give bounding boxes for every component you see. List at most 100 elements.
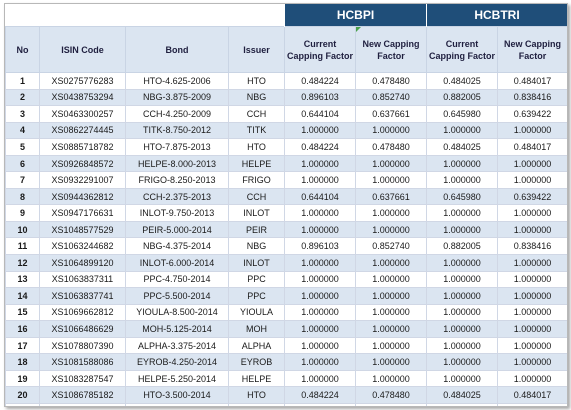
cell-hcbtri-current-factor: 1.000000 <box>426 303 498 322</box>
cell-hcbpi-new-factor: 0.637661 <box>355 187 427 206</box>
table-row: 20 XS1086785182 HTO-3.500-2014 HTO 0.484224 0… <box>5 386 567 404</box>
cell-bond: HTO-7.875-2013 <box>125 138 229 156</box>
cell-hcbpi-new-factor: 0.478480 <box>355 386 427 404</box>
cell-no: 15 <box>5 303 40 322</box>
cell-isin-code: XS1063244682 <box>39 237 126 256</box>
cell-hcbtri-current-factor: 1.000000 <box>426 287 498 305</box>
cell-hcbpi-new-factor: 1.000000 <box>355 369 427 388</box>
cell-hcbpi-new-factor: 0.478480 <box>355 72 427 90</box>
cell-issuer: PEIR <box>228 220 285 239</box>
cell-isin-code: XS1063837741 <box>39 287 126 305</box>
col-header-issuer: Issuer <box>228 26 285 73</box>
cell-bond: INLOT-9.750-2013 <box>125 204 229 222</box>
cell-hcbtri-current-factor: 0.484025 <box>426 72 498 90</box>
cell-bond: PPC-5.500-2014 <box>125 287 229 305</box>
cell-hcbpi-new-factor: 1.000000 <box>355 204 427 222</box>
cell-no: 1 <box>5 72 40 90</box>
cell-hcbtri-current-factor: 0.882005 <box>426 237 498 256</box>
cell-hcbpi-current-factor: 0.644104 <box>284 105 356 123</box>
cell-issuer: HTO <box>228 72 285 90</box>
cell-hcbpi-current-factor: 1.000000 <box>284 402 356 406</box>
comment-indicator-icon <box>356 27 361 32</box>
cell-no: 18 <box>5 353 40 371</box>
cell-hcbpi-current-factor: 1.000000 <box>284 154 356 173</box>
cell-bond: TITK-4.250-2014 <box>125 402 229 406</box>
cell-no: 19 <box>5 369 40 388</box>
cell-hcbpi-current-factor: 1.000000 <box>284 353 356 371</box>
cell-issuer: HELPE <box>228 154 285 173</box>
cell-isin-code: XS1066486629 <box>39 320 126 338</box>
cell-hcbpi-current-factor: 1.000000 <box>284 336 356 355</box>
cell-bond: ALPHA-3.375-2014 <box>125 336 229 355</box>
cell-hcbtri-new-factor: 0.838416 <box>496 237 567 256</box>
cell-hcbpi-new-factor: 1.000000 <box>355 121 427 140</box>
cell-no: 16 <box>5 320 40 338</box>
column-header-label: New Capping Factor <box>362 38 420 61</box>
cell-no: 6 <box>5 154 40 173</box>
cell-issuer: INLOT <box>228 204 285 222</box>
cell-hcbtri-new-factor: 1.000000 <box>496 369 567 388</box>
table-row: 6 XS0926848572 HELPE-8.000-2013 HELPE 1.0000… <box>5 154 567 173</box>
cell-issuer: INLOT <box>228 254 285 272</box>
cell-hcbtri-new-factor: 1.000000 <box>496 121 567 140</box>
cell-hcbpi-current-factor: 1.000000 <box>284 121 356 140</box>
cell-bond: MOH-5.125-2014 <box>125 320 229 338</box>
cell-bond: EYROB-4.250-2014 <box>125 353 229 371</box>
table-row: 9 XS0947176631 INLOT-9.750-2013 INLOT 1.0000… <box>5 204 567 222</box>
cell-issuer: EYROB <box>228 353 285 371</box>
cell-no: 4 <box>5 121 40 140</box>
cell-hcbtri-new-factor: 1.000000 <box>496 303 567 322</box>
cell-hcbpi-current-factor: 0.896103 <box>284 237 356 256</box>
cell-bond: NBG-3.875-2009 <box>125 88 229 107</box>
cell-isin-code: XS1064899120 <box>39 254 126 272</box>
col-header-no: No <box>5 26 40 73</box>
cell-hcbtri-new-factor: 0.484017 <box>496 138 567 156</box>
cell-isin-code: XS0463300257 <box>39 105 126 123</box>
cell-bond: HTO-3.500-2014 <box>125 386 229 404</box>
cell-no: 21 <box>5 402 40 406</box>
cell-hcbtri-new-factor: 1.000000 <box>496 402 567 406</box>
cell-bond: FRIGO-8.250-2013 <box>125 171 229 189</box>
cell-hcbpi-new-factor: 1.000000 <box>355 336 427 355</box>
cell-hcbtri-new-factor: 0.639422 <box>496 105 567 123</box>
table-row: 12 XS1064899120 INLOT-6.000-2014 INLOT 1.000… <box>5 254 567 272</box>
cell-hcbpi-new-factor: 0.852740 <box>355 237 427 256</box>
cell-issuer: NBG <box>228 88 285 107</box>
cell-hcbpi-new-factor: 1.000000 <box>355 402 427 406</box>
cell-hcbtri-current-factor: 1.000000 <box>426 353 498 371</box>
col-header-hcbtri-new-capping-factor: New Capping Factor <box>496 26 567 73</box>
group-header-hcbtri: HCBTRI <box>425 4 567 27</box>
cell-no: 14 <box>5 287 40 305</box>
cell-hcbpi-new-factor: 1.000000 <box>355 270 427 289</box>
cell-hcbpi-new-factor: 0.637661 <box>355 105 427 123</box>
cell-bond: HELPE-5.250-2014 <box>125 369 229 388</box>
cell-hcbpi-current-factor: 1.000000 <box>284 369 356 388</box>
cell-hcbtri-current-factor: 1.000000 <box>426 270 498 289</box>
cell-issuer: HELPE <box>228 369 285 388</box>
group-header-hcbpi: HCBPI <box>284 4 427 27</box>
cell-isin-code: XS1063837311 <box>39 270 126 289</box>
table-row: 11 XS1063244682 NBG-4.375-2014 NBG 0.896103 0… <box>5 237 567 256</box>
table-row: 7 XS0932291007 FRIGO-8.250-2013 FRIGO 1.0000… <box>5 171 567 189</box>
cell-hcbpi-current-factor: 1.000000 <box>284 303 356 322</box>
cell-hcbtri-new-factor: 1.000000 <box>496 287 567 305</box>
cell-hcbpi-new-factor: 1.000000 <box>355 320 427 338</box>
cell-issuer: TITK <box>228 121 285 140</box>
cell-issuer: HTO <box>228 386 285 404</box>
cell-bond: CCH-2.375-2013 <box>125 187 229 206</box>
cell-hcbtri-new-factor: 1.000000 <box>496 254 567 272</box>
cell-isin-code: XS0438753294 <box>39 88 126 107</box>
column-header-row: No ISIN Code Bond Issuer Current Capping Fac… <box>5 26 567 73</box>
capping-factor-table-panel: HCBPI HCBTRI No ISIN Code Bond Issuer Curren… <box>4 3 568 407</box>
cell-issuer: MOH <box>228 320 285 338</box>
cell-hcbpi-new-factor: 1.000000 <box>355 171 427 189</box>
cell-hcbtri-current-factor: 1.000000 <box>426 171 498 189</box>
cell-hcbpi-new-factor: 1.000000 <box>355 287 427 305</box>
cell-issuer: FRIGO <box>228 171 285 189</box>
cell-bond: INLOT-6.000-2014 <box>125 254 229 272</box>
cell-issuer: ALPHA <box>228 336 285 355</box>
cell-hcbtri-current-factor: 1.000000 <box>426 336 498 355</box>
cell-hcbtri-current-factor: 1.000000 <box>426 154 498 173</box>
cell-isin-code: XS0275776283 <box>39 72 126 90</box>
table-row: 5 XS0885718782 HTO-7.875-2013 HTO 0.484224 0.… <box>5 138 567 156</box>
